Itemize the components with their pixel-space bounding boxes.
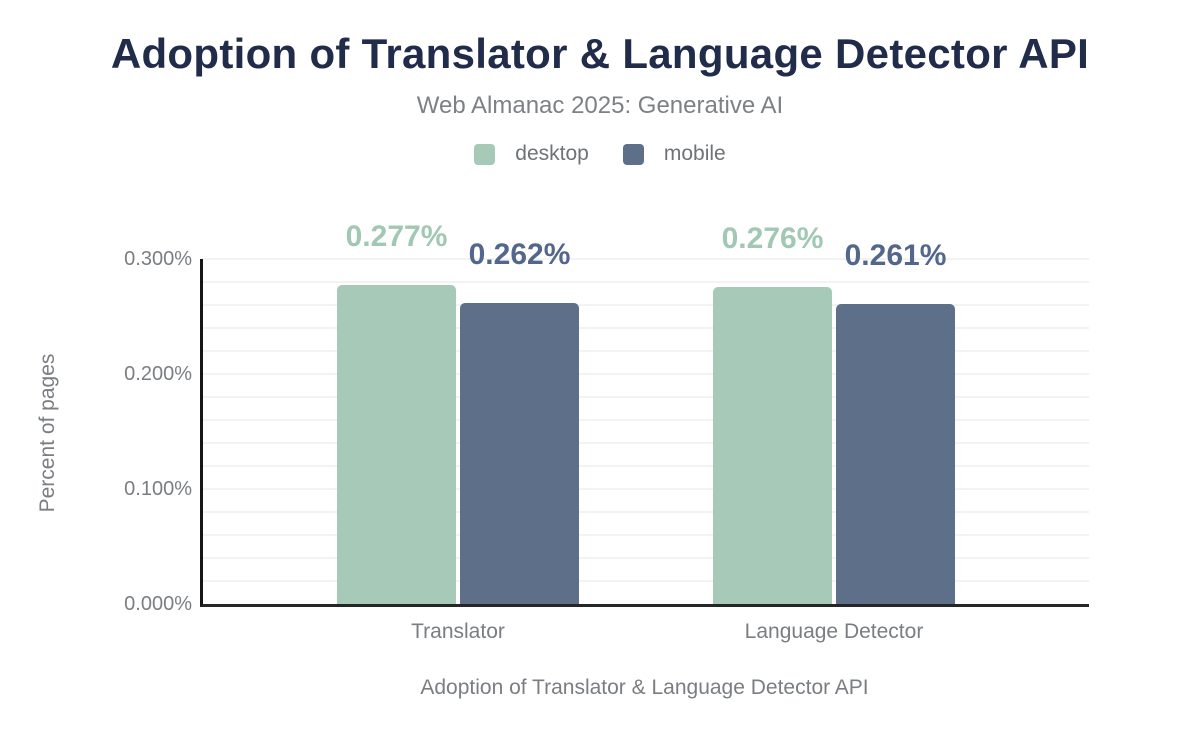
bar-value-label-mobile-translator: 0.262% [468,237,571,271]
bar-desktop-language-detector[interactable] [713,286,832,604]
legend-label-desktop: desktop [515,142,589,165]
gridline [203,488,1089,490]
x-category-label-translator: Translator [411,620,505,643]
gridline [203,373,1089,375]
legend-item-desktop[interactable]: desktop [474,142,589,166]
bar-value-label-mobile-language-detector: 0.261% [844,238,947,272]
y-tick-label: 0.300% [124,248,192,270]
gridline [203,396,1089,398]
chart-subtitle: Web Almanac 2025: Generative AI [416,92,784,119]
gridline [203,258,1089,260]
bar-mobile-language-detector[interactable] [836,303,955,604]
bar-mobile-translator[interactable] [460,302,579,604]
gridline [203,350,1089,352]
legend-item-mobile[interactable]: mobile [622,142,726,166]
gridline [203,511,1089,513]
y-tick-label: 0.000% [124,593,192,615]
plot-area [200,259,1089,607]
gridline [203,304,1089,306]
legend-swatch-desktop [474,143,496,165]
bar-desktop-translator[interactable] [337,285,456,604]
y-axis-title: Percent of pages [36,353,59,513]
chart-title: Adoption of Translator & Language Detect… [110,30,1090,77]
bar-value-label-desktop-translator: 0.277% [345,220,448,254]
legend-swatch-mobile [622,143,644,165]
x-category-label-language-detector: Language Detector [744,620,924,643]
legend: desktop mobile [0,142,1200,166]
gridline [203,557,1089,559]
y-tick-label: 0.200% [124,363,192,385]
bar-value-label-desktop-language-detector: 0.276% [721,221,824,255]
gridline [203,281,1089,283]
gridline [203,465,1089,467]
x-axis-title: Adoption of Translator & Language Detect… [420,676,869,699]
gridline [203,442,1089,444]
gridline [203,534,1089,536]
y-tick-label: 0.100% [124,478,192,500]
gridline [203,580,1089,582]
gridline [203,327,1089,329]
gridline [203,419,1089,421]
legend-label-mobile: mobile [663,142,726,165]
